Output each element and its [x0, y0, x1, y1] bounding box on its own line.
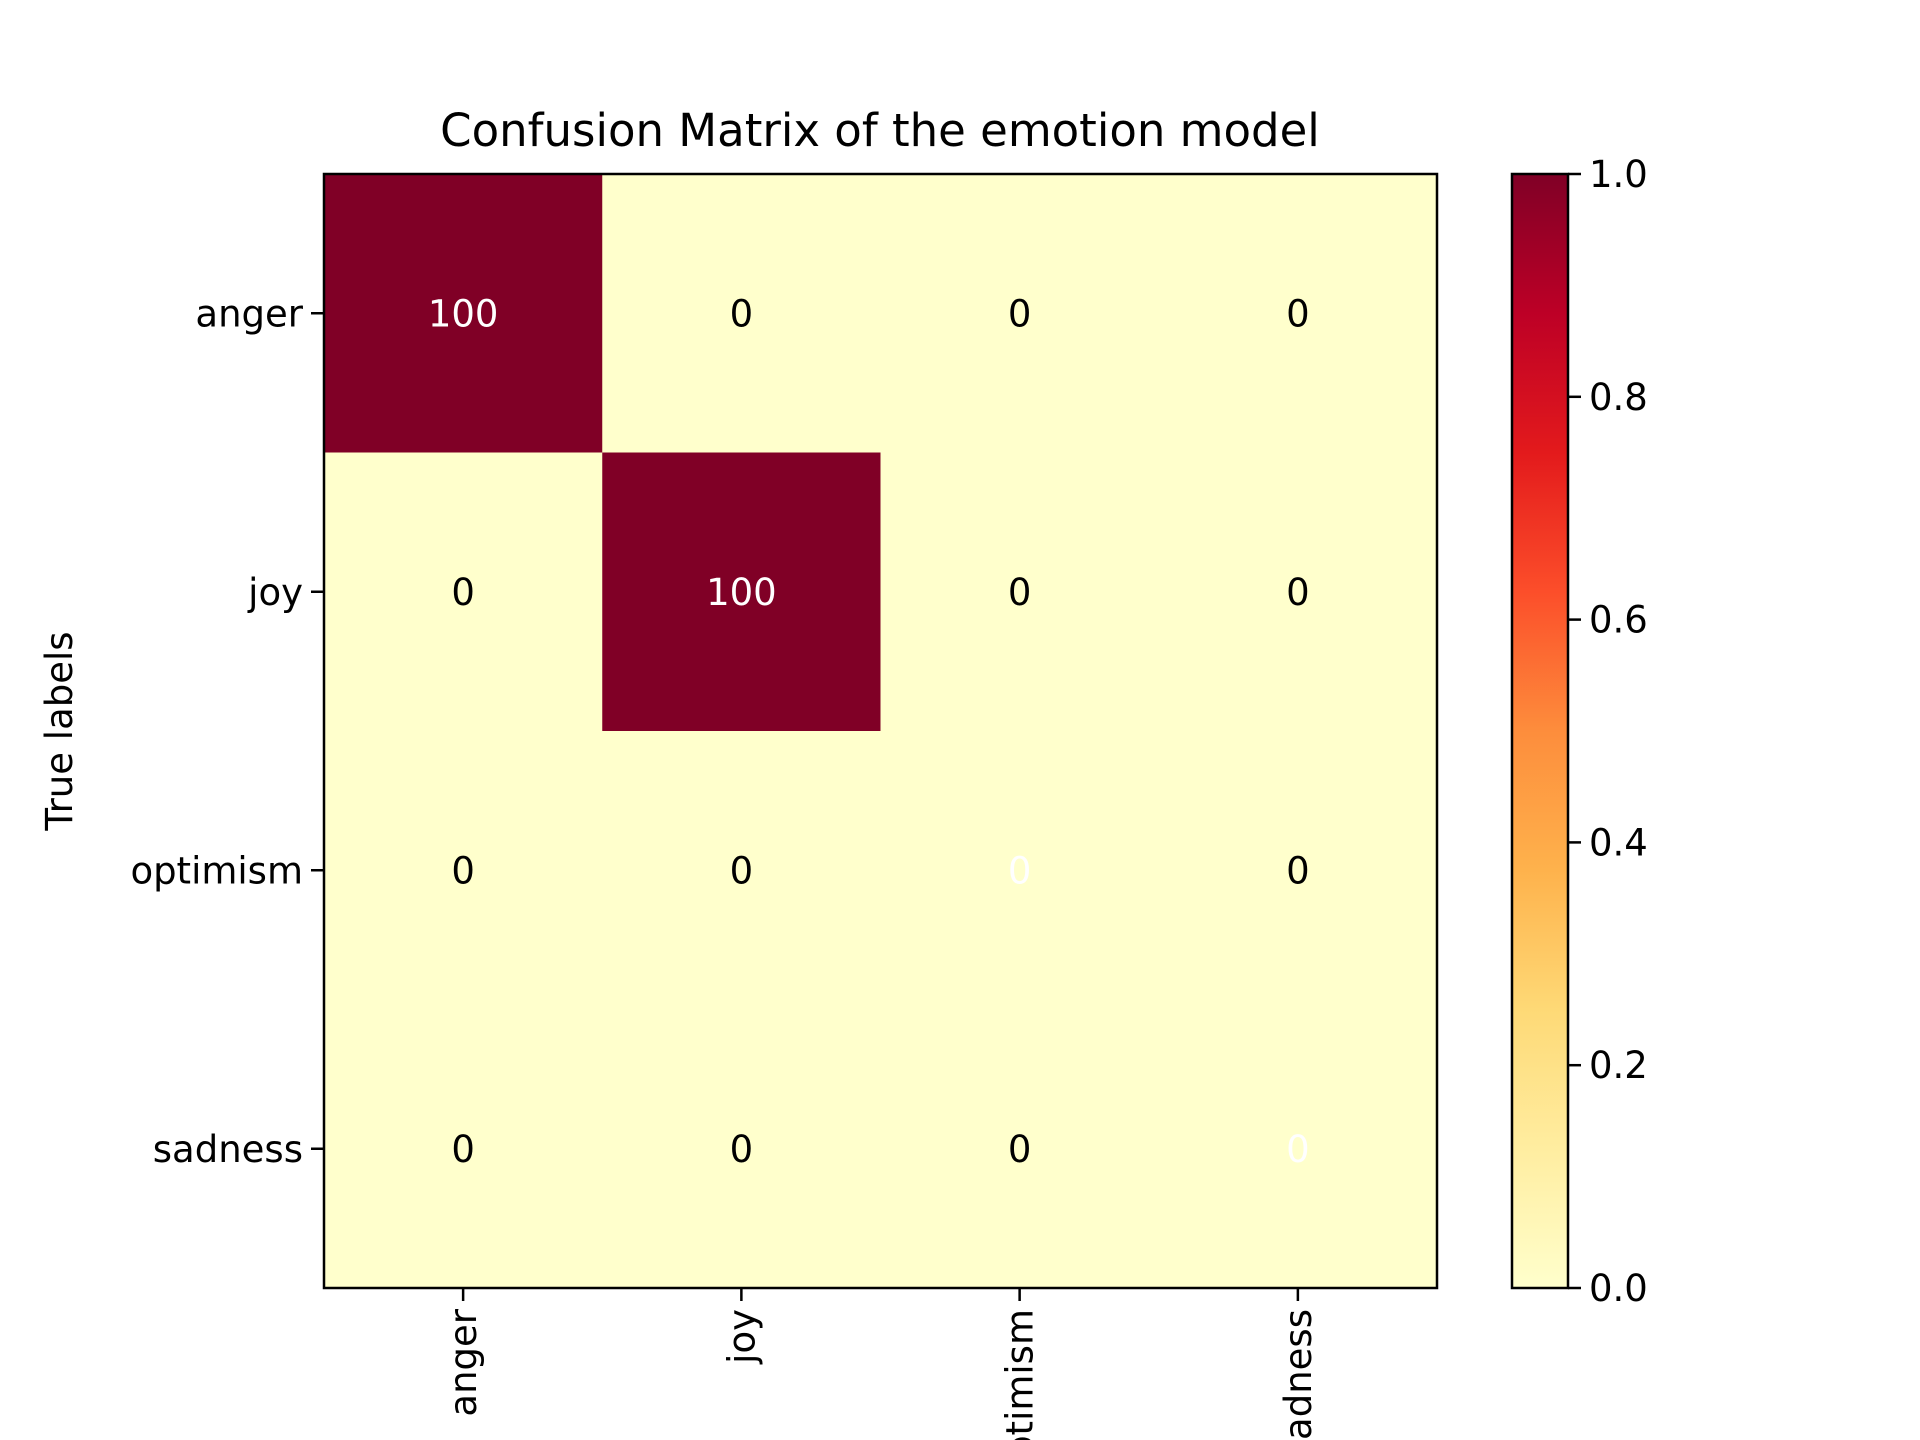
- colorbar-tick-label: 1.0: [1589, 153, 1648, 196]
- cell-value-label: 0: [451, 849, 475, 892]
- x-tick-label: optimism: [999, 1309, 1042, 1440]
- cell-value-label: 0: [451, 1128, 475, 1171]
- colorbar-tick-label: 0.4: [1589, 821, 1648, 864]
- x-tick-label: sadness: [1277, 1309, 1320, 1440]
- heatmap-cell: [324, 731, 603, 1010]
- y-axis-label: True labels: [38, 631, 81, 831]
- x-tick-label: anger: [442, 1308, 485, 1416]
- y-tick-label: joy: [247, 571, 303, 614]
- colorbar-tick-label: 0.6: [1589, 599, 1648, 642]
- heatmap-cell: [324, 174, 603, 453]
- heatmap-cells: [324, 174, 1438, 1289]
- cell-value-label: 0: [1286, 1128, 1310, 1171]
- y-tick-label: anger: [195, 292, 303, 335]
- y-tick-label: optimism: [130, 849, 303, 892]
- cell-value-label: 0: [730, 1128, 754, 1171]
- cell-value-label: 0: [1008, 571, 1032, 614]
- cell-value-label: 0: [730, 849, 754, 892]
- cell-value-label: 100: [706, 571, 777, 614]
- cell-value-label: 0: [1286, 292, 1310, 335]
- heatmap-cell: [324, 452, 603, 732]
- heatmap-cell: [602, 731, 881, 1010]
- heatmap-cell: [880, 452, 1160, 732]
- heatmap-cell: [880, 174, 1160, 453]
- cell-value-label: 0: [1008, 1128, 1032, 1171]
- x-tick-label: joy: [720, 1309, 763, 1365]
- y-tick-label: sadness: [153, 1128, 303, 1171]
- heatmap-cell: [602, 1009, 881, 1289]
- heatmap-cell: [1158, 731, 1438, 1010]
- colorbar-tick-label: 0.8: [1589, 376, 1648, 419]
- y-axis-ticks: anger joy optimism sadness: [130, 292, 324, 1171]
- heatmap-cell: [880, 731, 1160, 1010]
- cell-value-label: 0: [451, 571, 475, 614]
- plot-frame: [322, 172, 1439, 1290]
- cell-value-labels: 100 0 0 0 0 100 0 0 0 0 0 0 0 0 0 0: [428, 292, 1310, 1171]
- heatmap-cell: [1158, 452, 1438, 732]
- cell-value-label: 0: [1286, 849, 1310, 892]
- heatmap-cell: [602, 452, 881, 732]
- colorbar-tick-label: 0.0: [1589, 1267, 1648, 1310]
- cell-value-label: 0: [1008, 849, 1032, 892]
- heatmap-cell: [1158, 174, 1438, 453]
- chart-title: Confusion Matrix of the emotion model: [440, 104, 1320, 157]
- cell-value-label: 0: [1286, 571, 1310, 614]
- heatmap-cell: [602, 174, 881, 453]
- heatmap-cell: [1158, 1009, 1438, 1289]
- heatmap-cell: [880, 1009, 1160, 1289]
- heatmap-cell: [324, 1009, 603, 1289]
- colorbar: 0.0 0.2 0.4 0.6 0.8 1.0: [1510, 153, 1648, 1310]
- cell-value-label: 0: [730, 292, 754, 335]
- colorbar-tick-label: 0.2: [1589, 1044, 1648, 1087]
- x-axis-ticks: anger joy optimism sadness: [442, 1288, 1320, 1440]
- colorbar-gradient: [1510, 172, 1570, 1290]
- cell-value-label: 0: [1008, 292, 1032, 335]
- cell-value-label: 100: [428, 292, 499, 335]
